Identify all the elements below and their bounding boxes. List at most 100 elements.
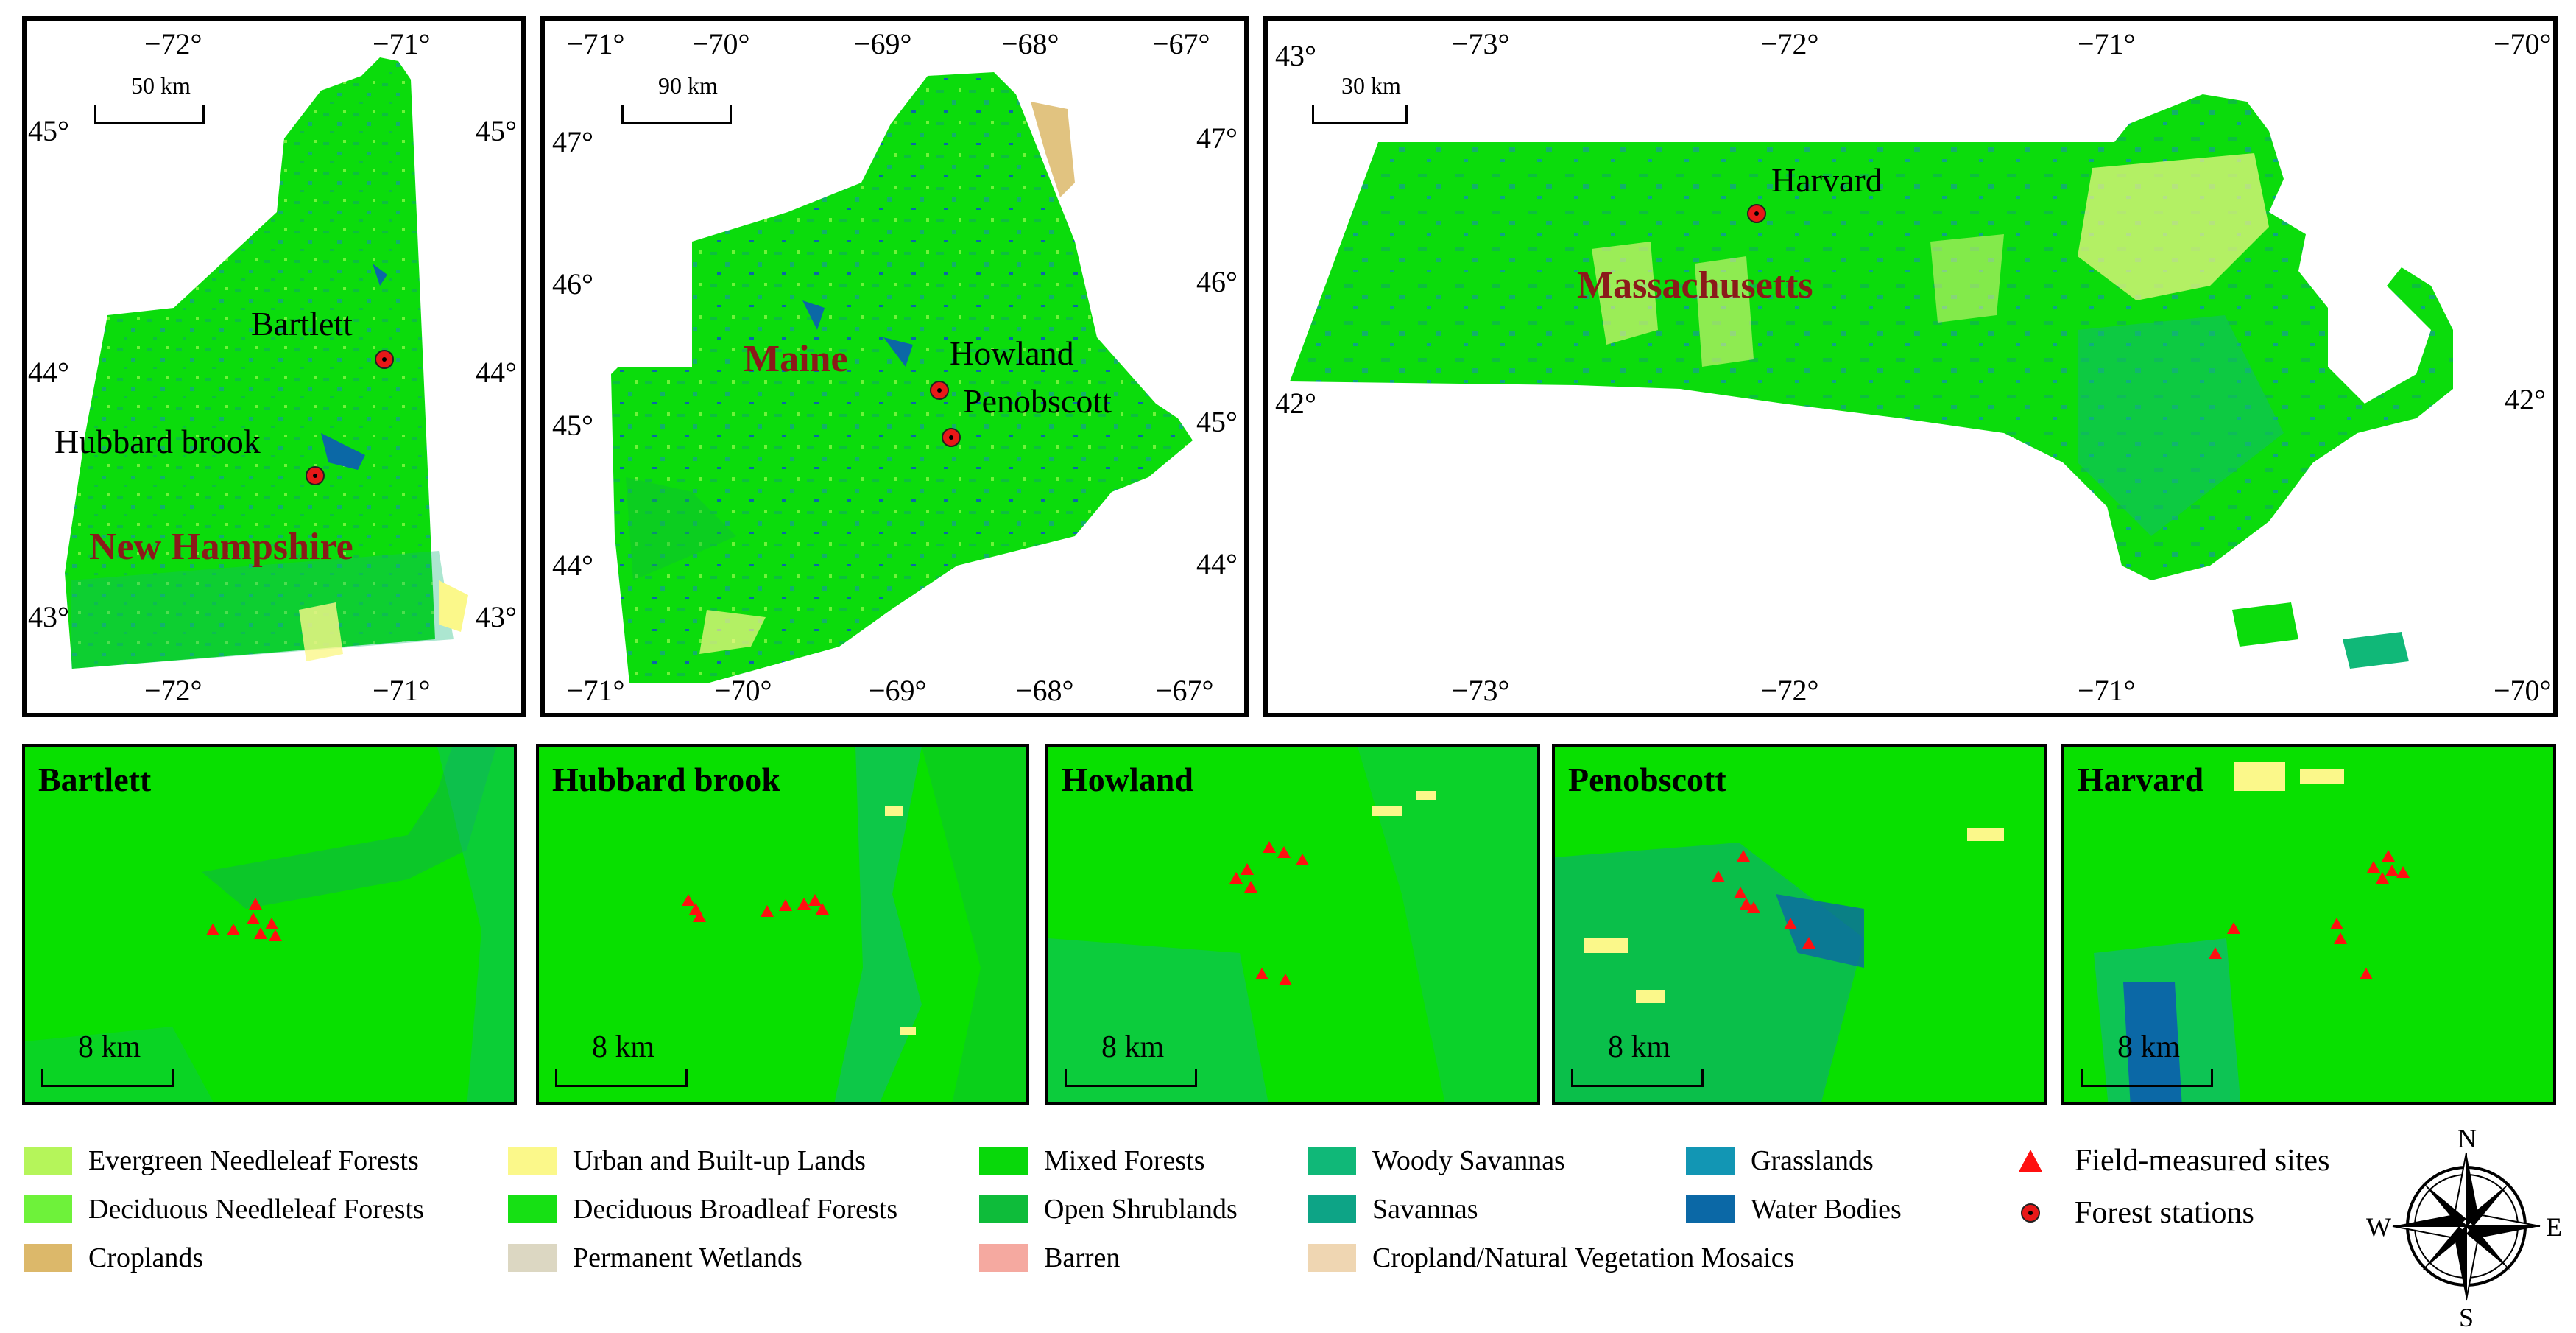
me-lat-left-0: 47° xyxy=(552,125,593,158)
field-site-marker xyxy=(1263,841,1276,853)
field-site-marker xyxy=(808,894,822,906)
zoom-map-bartlett xyxy=(25,747,514,1102)
nh-scale-label: 50 km xyxy=(131,72,191,99)
field-site-marker xyxy=(1740,898,1753,910)
zoom-scale-hubbard-brook: 8 km xyxy=(555,1030,688,1087)
nh-lon-bottom-0: −72° xyxy=(144,674,202,707)
zoom-scale-howland: 8 km xyxy=(1065,1030,1197,1087)
field-site-marker xyxy=(1277,846,1291,858)
zoom-scale-penobscott: 8 km xyxy=(1571,1030,1704,1087)
zoom-scale-label: 8 km xyxy=(2117,1030,2181,1064)
legend-swatch xyxy=(508,1244,557,1272)
legend-label: Grasslands xyxy=(1751,1145,1874,1176)
zoom-scale-label: 8 km xyxy=(1101,1030,1165,1064)
field-site-marker xyxy=(1229,872,1243,884)
me-map-panel: −71° −70° −69° −68° −67° −71° −70° −69° … xyxy=(540,16,1249,717)
ma-scale-label: 30 km xyxy=(1341,72,1401,99)
field-site-marker xyxy=(1784,918,1797,929)
legend-label: Cropland/Natural Vegetation Mosaics xyxy=(1372,1242,1795,1273)
field-site-marker xyxy=(1244,881,1257,893)
field-site-marker xyxy=(247,912,260,924)
nh-lat-right-1: 44° xyxy=(476,356,517,389)
compass-n: N xyxy=(2457,1124,2477,1153)
compass-s: S xyxy=(2459,1303,2474,1332)
field-site-marker xyxy=(2209,947,2222,959)
zoom-panel-harvard: Harvard 8 km xyxy=(2061,744,2556,1105)
zoom-panel-penobscott: Penobscott 8 km xyxy=(1552,744,2047,1105)
field-site-marker xyxy=(682,894,695,906)
legend-label: Evergreen Needleleaf Forests xyxy=(88,1145,419,1176)
me-lon-top-4: −67° xyxy=(1152,27,1210,60)
zoom-map-howland xyxy=(1048,747,1537,1102)
legend-item-barren: Barren xyxy=(979,1241,1120,1275)
field-site-marker xyxy=(2367,861,2380,873)
legend-swatch xyxy=(24,1244,72,1272)
ma-lon-bottom-2: −71° xyxy=(2078,674,2136,707)
field-site-marker xyxy=(2227,922,2240,934)
ma-map-panel: −73° −72° −71° −70° −73° −72° −71° −70° … xyxy=(1263,16,2558,717)
me-scale-bar: 90 km xyxy=(621,72,732,124)
zoom-map-harvard xyxy=(2064,747,2553,1102)
legend-swatch xyxy=(508,1147,557,1175)
me-lon-top-0: −71° xyxy=(567,27,625,60)
legend-swatch xyxy=(979,1244,1028,1272)
nh-land-cover-map xyxy=(65,57,468,669)
ma-lon-top-2: −71° xyxy=(2078,27,2136,60)
ma-lon-top-3: −70° xyxy=(2494,27,2552,60)
me-lat-right-1: 46° xyxy=(1196,265,1238,298)
legend-item-evergreen-needleleaf: Evergreen Needleleaf Forests xyxy=(24,1144,419,1178)
north-arrow-compass: N S E W xyxy=(2366,1123,2562,1332)
nh-map-panel: −72° −71° −72° −71° 45° 44° 43° 45° 44° … xyxy=(22,16,526,717)
legend-label: Open Shrublands xyxy=(1044,1194,1238,1225)
legend-label: Barren xyxy=(1044,1242,1121,1273)
legend-item-deciduous-needleleaf: Deciduous Needleleaf Forests xyxy=(24,1192,424,1226)
nh-state-label: New Hampshire xyxy=(89,526,353,568)
me-land-cover-map xyxy=(611,72,1193,683)
field-site-marker xyxy=(816,903,829,915)
zoom-map-hubbard-brook xyxy=(539,747,1026,1102)
legend-item-forest-stations: Forest stations xyxy=(2016,1196,2254,1230)
me-lat-left-3: 44° xyxy=(552,549,593,582)
legend-label-field-sites: Field-measured sites xyxy=(2075,1144,2330,1178)
zoom-panel-bartlett: Bartlett 8 km xyxy=(22,744,517,1105)
zoom-scale-label: 8 km xyxy=(1608,1030,1671,1064)
ma-station-label-harvard: Harvard xyxy=(1771,161,1882,199)
ma-station-markers xyxy=(1747,204,1766,223)
compass-rose-icon xyxy=(2392,1152,2541,1301)
me-station-label-howland: Howland xyxy=(950,334,1074,372)
field-site-marker xyxy=(693,910,706,922)
legend-swatch xyxy=(1308,1195,1356,1223)
nh-station-markers xyxy=(306,350,394,485)
field-site-marker xyxy=(2334,932,2347,944)
me-lon-bottom-0: −71° xyxy=(567,674,625,707)
legend-item-field-sites: Field-measured sites xyxy=(2016,1144,2329,1178)
legend-item-croplands: Croplands xyxy=(24,1241,203,1275)
ma-scale-bar: 30 km xyxy=(1312,72,1408,124)
nh-station-label-hubbard: Hubbard brook xyxy=(54,423,261,460)
legend-label: Woody Savannas xyxy=(1372,1145,1565,1176)
legend-label-forest-stations: Forest stations xyxy=(2075,1196,2254,1230)
legend-item-water-bodies: Water Bodies xyxy=(1686,1192,1902,1226)
field-site-marker xyxy=(265,918,278,929)
me-state-label: Maine xyxy=(744,338,848,380)
me-lat-right-2: 45° xyxy=(1196,405,1238,438)
me-lon-bottom-3: −68° xyxy=(1016,674,1074,707)
field-site-marker xyxy=(249,898,262,910)
legend-item-grasslands: Grasslands xyxy=(1686,1144,1874,1178)
field-site-marker xyxy=(2376,872,2389,884)
ma-lon-top-1: −72° xyxy=(1761,27,1819,60)
nh-lat-right-0: 45° xyxy=(476,114,517,147)
ma-lat-left-1: 42° xyxy=(1275,387,1316,420)
legend-item-cropland-mosaics: Cropland/Natural Vegetation Mosaics xyxy=(1308,1241,1794,1275)
zoom-map-penobscott xyxy=(1555,747,2044,1102)
field-site-marker xyxy=(2382,850,2395,862)
field-site-marker xyxy=(779,899,792,911)
legend-item-mixed-forests: Mixed Forests xyxy=(979,1144,1205,1178)
me-lon-top-2: −69° xyxy=(854,27,912,60)
field-site-marker xyxy=(254,927,267,939)
legend-label: Deciduous Needleleaf Forests xyxy=(88,1194,424,1225)
field-site-marker xyxy=(2396,866,2410,878)
field-site-marker xyxy=(797,898,811,910)
field-site-marker xyxy=(2360,968,2373,979)
field-site-marker xyxy=(206,924,219,935)
